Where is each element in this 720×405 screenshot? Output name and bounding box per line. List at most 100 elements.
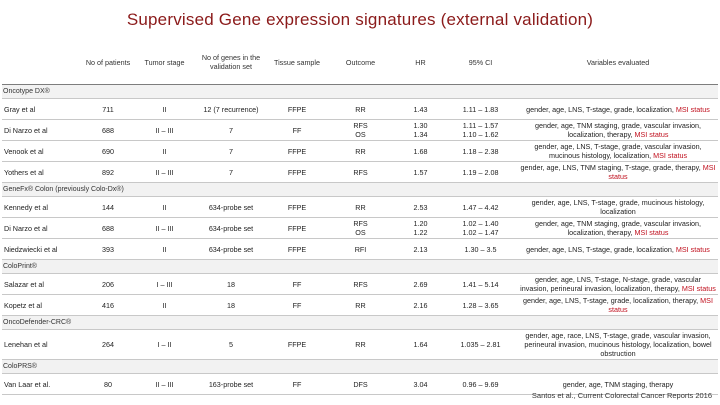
variables-cell: gender, age, TNM staging, therapy (518, 373, 718, 395)
patients-cell: 688 (78, 119, 138, 141)
hr-cell-line: 1.20 (413, 219, 428, 228)
patients-cell: 688 (78, 217, 138, 239)
genes-cell: 634-probe set (191, 238, 271, 260)
variables-text: gender, age, TNM staging, grade, vascula… (534, 219, 702, 237)
ci-cell: 1.11 – 1.83 (443, 98, 518, 120)
table-row: Kennedy et al 144 II 634-probe set FFPE RR 2.5… (2, 196, 718, 218)
stage-cell: II – III (138, 217, 191, 239)
ci-cell-line: 1.02 – 1.40 (462, 219, 499, 228)
group-label: Oncotype DX® (2, 84, 718, 99)
table-row: Di Narzo et al 688 II – III 7 FF RFS OS 1.30 1.3… (2, 119, 718, 141)
variables-cell: gender, age, LNS, TNM staging, T-stage, … (518, 161, 718, 183)
stage-cell: II (138, 98, 191, 120)
genes-cell: 163-probe set (191, 373, 271, 395)
tissue-cell: FFPE (271, 217, 323, 239)
hr-cell: 2.69 (398, 273, 443, 295)
outcome-cell: RFS (323, 273, 398, 295)
slide-title: Supervised Gene expression signatures (e… (126, 10, 594, 29)
group-row: ColoPRS® (2, 359, 718, 374)
msi-status-text: MSI status (634, 228, 669, 237)
variables-cell: gender, age, LNS, T-stage, grade, vascul… (518, 140, 718, 162)
msi-status-text: MSI status (675, 244, 710, 254)
hr-cell-line: 1.34 (413, 130, 428, 139)
hr-cell: 1.30 1.34 (398, 119, 443, 141)
hr-cell: 2.16 (398, 294, 443, 316)
patients-cell: 416 (78, 294, 138, 316)
stage-cell: II (138, 238, 191, 260)
stage-cell: II – III (138, 161, 191, 183)
ci-cell: 1.41 – 5.14 (443, 273, 518, 295)
variables-cell: gender, age, TNM staging, grade, vascula… (518, 217, 718, 239)
table-row: Salazar et al 206 I – III 18 FF RFS 2.69 1.41 –… (2, 273, 718, 295)
table-row: Yothers et al 892 II – III 7 FFPE RFS 1.57 1.19… (2, 161, 718, 183)
table-row: Niedzwiecki et al 393 II 634-probe set FFPE R… (2, 238, 718, 260)
study-cell: Salazar et al (2, 273, 78, 295)
genes-cell: 7 (191, 161, 271, 183)
group-row: ColoPrint® (2, 259, 718, 274)
group-row: OncoDefender-CRC® (2, 315, 718, 330)
variables-cell: gender, age, LNS, T-stage, N-stage, grad… (518, 273, 718, 295)
ci-cell-line: 1.10 – 1.62 (462, 130, 499, 139)
variables-text: gender, age, LNS, T-stage, grade, vascul… (534, 142, 702, 160)
tissue-cell: FF (271, 273, 323, 295)
outcome-cell: RFI (323, 238, 398, 260)
genes-cell: 7 (191, 119, 271, 141)
stage-cell: II (138, 196, 191, 218)
patients-cell: 80 (78, 373, 138, 395)
ci-cell: 1.02 – 1.40 1.02 – 1.47 (443, 217, 518, 239)
hr-cell-line: 1.30 (413, 121, 428, 130)
study-cell: Van Laar et al. (2, 373, 78, 395)
patients-cell: 393 (78, 238, 138, 260)
variables-text: gender, age, LNS, T-stage, grade, locali… (526, 244, 676, 254)
outcome-cell-line: OS (355, 130, 366, 139)
msi-status-text: MSI status (608, 296, 713, 314)
ci-cell: 1.30 – 3.5 (443, 238, 518, 260)
tissue-cell: FFPE (271, 196, 323, 218)
tissue-cell: FFPE (271, 329, 323, 360)
variables-cell: gender, age, LNS, T-stage, grade, locali… (518, 294, 718, 316)
hr-cell-line: 1.22 (413, 228, 428, 237)
outcome-cell: RFS (323, 161, 398, 183)
tissue-cell: FF (271, 373, 323, 395)
genes-cell: 18 (191, 273, 271, 295)
patients-cell: 690 (78, 140, 138, 162)
outcome-cell: RR (323, 294, 398, 316)
study-cell: Gray et al (2, 98, 78, 120)
header-genes: No of genes in the validation set (191, 40, 271, 85)
msi-status-text: MSI status (675, 104, 710, 114)
ci-cell: 1.47 – 4.42 (443, 196, 518, 218)
variables-text: gender, age, LNS, T-stage, N-stage, grad… (520, 275, 702, 293)
msi-status-text: MSI status (681, 284, 716, 293)
hr-cell: 1.68 (398, 140, 443, 162)
header-study (2, 40, 78, 85)
variables-cell: gender, age, LNS, T-stage, grade, locali… (518, 98, 718, 120)
table-row: Gray et al 711 II 12 (7 recurrence) FFPE RR 1.… (2, 98, 718, 120)
signatures-table: No of patients Tumor stage No of genes i… (2, 40, 718, 395)
study-cell: Venook et al (2, 140, 78, 162)
hr-cell: 2.53 (398, 196, 443, 218)
table-row: Van Laar et al. 80 II – III 163-probe set FF… (2, 373, 718, 395)
table-row: Lenehan et al 264 I – II 5 FFPE RR 1.64 1.035 –… (2, 329, 718, 360)
outcome-cell-line: RFS (353, 121, 368, 130)
ci-cell: 0.96 – 9.69 (443, 373, 518, 395)
hr-cell: 1.64 (398, 329, 443, 360)
variables-text: gender, age, LNS, T-stage, grade, mucino… (531, 198, 705, 216)
table-row: Venook et al 690 II 7 FFPE RR 1.68 1.18 – 2.38 g… (2, 140, 718, 162)
study-cell: Lenehan et al (2, 329, 78, 360)
genes-cell: 18 (191, 294, 271, 316)
variables-text: gender, age, race, LNS, T-stage, grade, … (524, 331, 712, 358)
ci-cell-line: 1.11 – 1.57 (462, 121, 499, 130)
tissue-cell: FFPE (271, 140, 323, 162)
genes-cell: 5 (191, 329, 271, 360)
patients-cell: 892 (78, 161, 138, 183)
variables-text: gender, age, LNS, T-stage, grade, locali… (526, 104, 676, 114)
ci-cell-line: 1.02 – 1.47 (462, 228, 499, 237)
outcome-cell: RR (323, 140, 398, 162)
group-row: GeneFx® Colon (previously Colo-Dx®) (2, 182, 718, 197)
table-body: Oncotype DX® Gray et al 711 II 12 (7 recurre… (2, 84, 718, 395)
study-cell: Niedzwiecki et al (2, 238, 78, 260)
patients-cell: 144 (78, 196, 138, 218)
ci-cell: 1.18 – 2.38 (443, 140, 518, 162)
citation: Santos et al., Current Colorectal Cancer… (531, 391, 712, 400)
hr-cell: 1.43 (398, 98, 443, 120)
